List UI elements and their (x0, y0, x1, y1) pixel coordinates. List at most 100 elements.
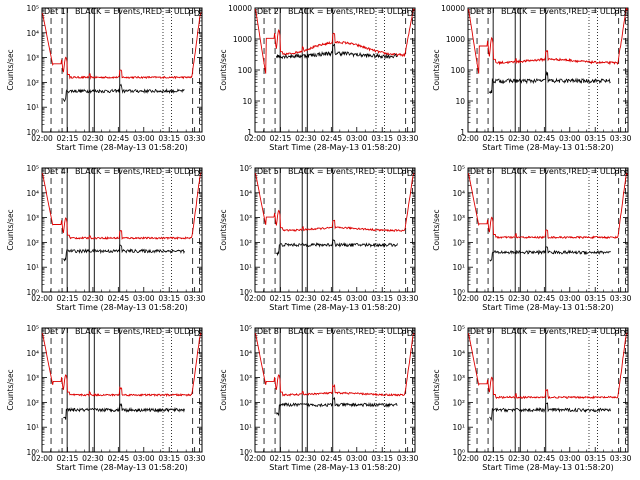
x-tick-label: 02:30 (82, 454, 104, 463)
y-tick-label: 10² (26, 238, 39, 247)
x-tick-label: 03:30 (184, 294, 206, 303)
y-tick-label: 10⁵ (452, 164, 465, 173)
marker-letter-d: D (407, 9, 413, 18)
y-tick-label: 10³ (26, 54, 39, 63)
x-tick-label: 02:30 (508, 294, 530, 303)
x-tick-label: 02:15 (270, 454, 292, 463)
x-tick-label: 02:30 (82, 134, 104, 143)
panel-legend: BLACK = Events, RED = ULD (288, 7, 403, 16)
marker-letter-s: S (624, 329, 629, 338)
panel-title: Det 9 (470, 327, 492, 336)
panel-title: Det 8 (257, 327, 279, 336)
y-axis-label: Counts/sec (6, 369, 15, 410)
uld-series-line (467, 332, 629, 400)
panel-det-3: 1 10 100 1000 10000 02:00 02:15 02:30 02:45 03:00… (432, 4, 632, 152)
x-tick-label: 02:15 (483, 294, 505, 303)
x-tick-label: 02:00 (457, 454, 479, 463)
marker-letter-d: D (620, 169, 626, 178)
panel-det-2: 1 10 100 1000 10000 02:00 02:15 02:30 02:45 03:00… (219, 4, 419, 152)
marker-letter-p: P (402, 9, 407, 18)
y-tick-label: 10⁰ (239, 448, 252, 457)
x-tick-label: 03:00 (346, 134, 368, 143)
plot-frame (41, 7, 203, 133)
x-tick-label: 02:00 (31, 454, 53, 463)
y-tick-label: 10² (452, 398, 465, 407)
x-tick-label: 02:15 (483, 134, 505, 143)
x-axis-label: Start Time (28-May-13 01:58:20) (56, 303, 187, 312)
plot-frame (254, 327, 416, 453)
events-series-line (489, 70, 611, 94)
events-series-line (276, 43, 398, 60)
panel-legend: BLACK = Events, RED = ULD (501, 327, 616, 336)
y-tick-label: 10000 (228, 4, 252, 13)
x-tick-label: 03:00 (346, 294, 368, 303)
x-tick-label: 02:00 (457, 134, 479, 143)
x-tick-label: 03:15 (371, 294, 393, 303)
marker-letter-s: S (624, 169, 629, 178)
y-tick-label: 10⁵ (239, 324, 252, 333)
events-series-line (276, 396, 398, 417)
x-tick-label: 02:45 (108, 294, 130, 303)
y-tick-label: 10⁰ (452, 448, 465, 457)
marker-letter-d: D (620, 9, 626, 18)
x-tick-label: 02:00 (457, 294, 479, 303)
x-tick-label: 02:45 (534, 454, 556, 463)
x-tick-label: 03:30 (397, 134, 419, 143)
panel-title: Det 1 (44, 7, 66, 16)
events-series-line (63, 402, 185, 420)
x-tick-label: 03:00 (559, 454, 581, 463)
y-axis-label: Counts/sec (432, 209, 441, 250)
x-tick-label: 02:00 (244, 454, 266, 463)
x-tick-label: 02:45 (321, 294, 343, 303)
y-tick-label: 10⁰ (239, 288, 252, 297)
y-tick-label: 10⁴ (26, 349, 39, 358)
events-series-line (489, 245, 611, 262)
x-tick-label: 03:00 (133, 134, 155, 143)
x-tick-label: 02:15 (57, 134, 79, 143)
x-axis-label: Start Time (28-May-13 01:58:20) (56, 143, 187, 152)
panel-title: Det 7 (44, 327, 66, 336)
y-tick-label: 10² (26, 398, 39, 407)
y-tick-label: 10 (455, 97, 465, 106)
x-tick-label: 03:00 (346, 454, 368, 463)
marker-letter-p: P (189, 9, 194, 18)
y-tick-label: 10² (239, 238, 252, 247)
plot-frame (41, 327, 203, 453)
x-tick-label: 02:45 (321, 454, 343, 463)
plot-frame (254, 7, 416, 133)
x-tick-label: 03:15 (158, 294, 180, 303)
y-tick-label: 10³ (452, 374, 465, 383)
y-tick-label: 10⁴ (239, 349, 252, 358)
x-axis-label: Start Time (28-May-13 01:58:20) (482, 303, 613, 312)
y-tick-label: 10¹ (452, 263, 465, 272)
y-axis-label: Counts/sec (6, 49, 15, 90)
y-axis-label: Counts/sec (432, 369, 441, 410)
events-series-line (63, 83, 185, 103)
x-axis-label: Start Time (28-May-13 01:58:20) (269, 143, 400, 152)
x-tick-label: 02:15 (57, 294, 79, 303)
x-tick-label: 03:30 (184, 454, 206, 463)
marker-letter-s: S (198, 169, 203, 178)
marker-letter-s: S (411, 9, 416, 18)
y-tick-label: 1 (247, 128, 252, 137)
y-tick-label: 10⁰ (26, 288, 39, 297)
events-series-line (276, 238, 398, 257)
plot-frame (41, 167, 203, 293)
y-tick-label: 100 (451, 66, 466, 75)
marker-letter-s: S (624, 9, 629, 18)
x-tick-label: 03:15 (158, 454, 180, 463)
panel-title: Det 6 (470, 167, 492, 176)
x-tick-label: 03:30 (184, 134, 206, 143)
marker-letter-d: D (194, 329, 200, 338)
y-tick-label: 10⁵ (239, 164, 252, 173)
marker-letter-d: D (620, 329, 626, 338)
y-tick-label: 10² (239, 398, 252, 407)
x-tick-label: 03:30 (610, 454, 632, 463)
y-tick-label: 100 (238, 66, 253, 75)
marker-letter-d: D (407, 169, 413, 178)
y-tick-label: 10⁴ (452, 349, 465, 358)
y-axis-label: Counts/sec (6, 209, 15, 250)
y-tick-label: 1000 (233, 35, 252, 44)
